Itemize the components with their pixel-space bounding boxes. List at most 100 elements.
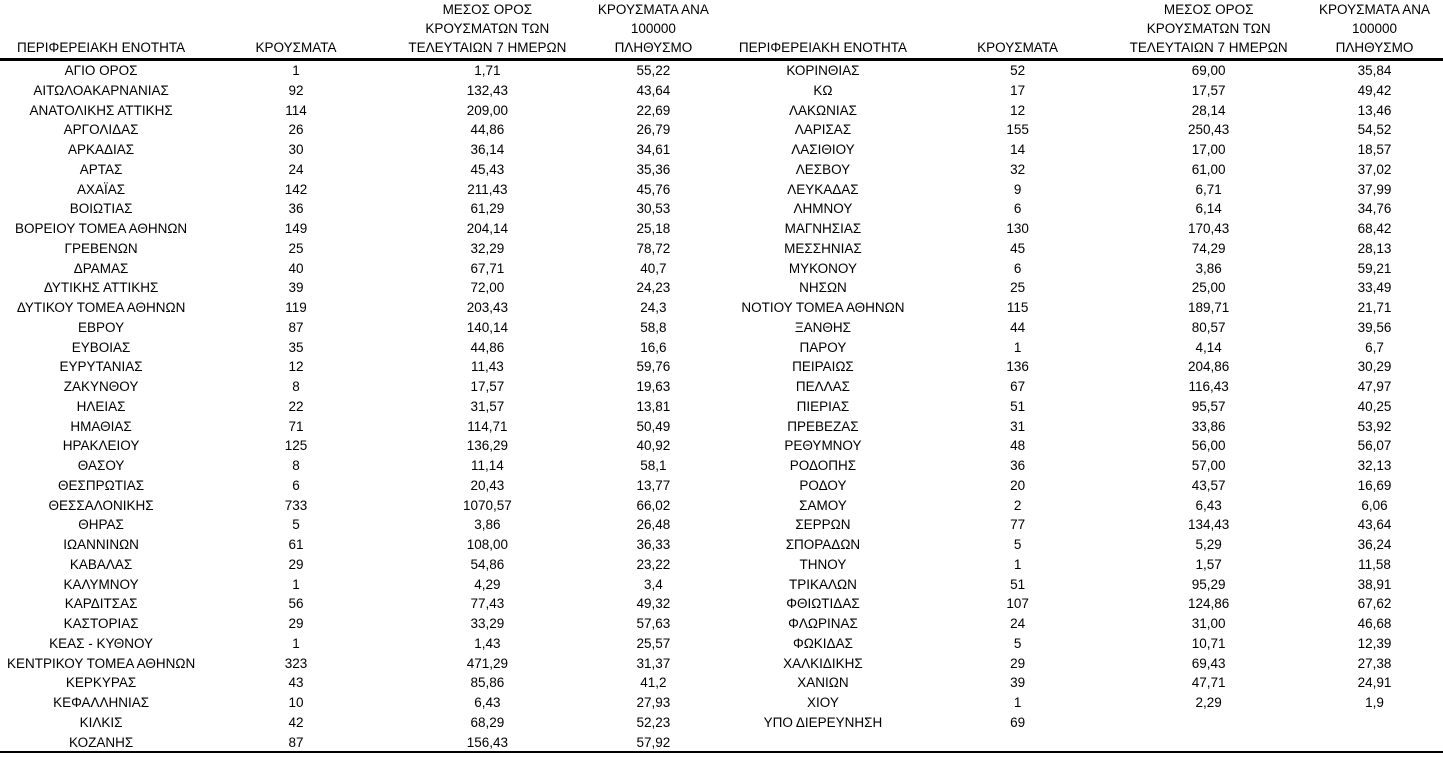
region-cell: ΤΡΙΚΑΛΩΝ <box>789 576 857 592</box>
region-cell: ΘΑΣΟΥ <box>77 458 125 473</box>
table-row: ΑΡΚΑΔΙΑΣ 30 36,14 34,61 <box>0 140 722 160</box>
avg7-cell: 32,29 <box>470 240 505 256</box>
avg7-cell: 45,43 <box>470 161 505 177</box>
table-row: ΙΩΑΝΝΙΝΩΝ 61 108,00 36,33 <box>0 535 722 555</box>
cases-cell: 29 <box>288 616 304 631</box>
region-cell: ΘΗΡΑΣ <box>78 517 124 533</box>
region-cell: ΕΒΡΟΥ <box>78 319 125 335</box>
region-cell: ΚΕΡΚΥΡΑΣ <box>65 675 137 691</box>
avg7-cell: 108,00 <box>466 537 508 552</box>
per100k-cell: 43,64 <box>1357 517 1392 533</box>
per100k-cell: 30,29 <box>1357 359 1392 375</box>
per100k-cell: 57,63 <box>636 616 671 631</box>
region-cell: ΑΙΤΩΛΟΑΚΑΡΝΑΝΙΑΣ <box>33 82 169 98</box>
avg7-cell: 4,29 <box>474 576 501 592</box>
table-row: ΠΕΛΛΑΣ 67 116,43 47,97 <box>722 377 1443 397</box>
cases-cell: 26 <box>288 122 304 138</box>
per100k-cell: 12,39 <box>1357 635 1392 651</box>
avg7-cell: 11,43 <box>470 359 504 375</box>
per100k-cell: 26,79 <box>636 122 671 138</box>
avg7-cell: 134,43 <box>1188 517 1230 533</box>
region-cell: ΔΥΤΙΚΗΣ ΑΤΤΙΚΗΣ <box>43 280 159 296</box>
region-cell: ΦΩΚΙΔΑΣ <box>792 635 853 651</box>
region-cell: ΠΕΛΛΑΣ <box>795 379 850 394</box>
region-cell: ΠΙΕΡΙΑΣ <box>796 398 850 414</box>
avg7-cell: 471,29 <box>466 655 508 671</box>
cases-cell: 17 <box>1010 82 1026 98</box>
cases-cell: 31 <box>1010 418 1026 434</box>
region-cell: ΕΥΒΟΙΑΣ <box>71 339 131 355</box>
region-cell: ΑΡΤΑΣ <box>79 161 123 177</box>
region-cell: ΑΝΑΤΟΛΙΚΗΣ ΑΤΤΙΚΗΣ <box>29 102 173 118</box>
region-cell: ΝΟΤΙΟΥ ΤΟΜΕΑ ΑΘΗΝΩΝ <box>741 300 905 315</box>
region-cell: ΜΑΓΝΗΣΙΑΣ <box>784 221 862 236</box>
per100k-cell: 22,69 <box>636 102 671 118</box>
per100k-cell: 36,33 <box>636 537 671 552</box>
avg7-cell: 69,00 <box>1191 63 1226 78</box>
region-cell: ΚΟΖΑΝΗΣ <box>68 734 134 750</box>
table-row: ΦΘΙΩΤΙΔΑΣ 107 124,86 67,62 <box>722 594 1443 614</box>
avg7-cell: 31,00 <box>1191 616 1226 631</box>
table-row: ΛΑΚΩΝΙΑΣ 12 28,14 13,46 <box>722 101 1443 121</box>
per100k-cell: 49,32 <box>636 596 671 612</box>
cases-cell: 5 <box>292 517 300 533</box>
cases-cell: 6 <box>1013 260 1022 276</box>
cases-cell: 87 <box>288 734 304 750</box>
table-row: ΚΟΡΙΝΘΙΑΣ 52 69,00 35,84 <box>722 60 1443 81</box>
col-header-cases: ΚΡΟΥΣΜΑΤΑ <box>202 0 390 61</box>
table-row: ΚΑΣΤΟΡΙΑΣ 29 33,29 57,63 <box>0 614 722 634</box>
avg7-cell: 56,00 <box>1191 438 1226 454</box>
region-cell: ΛΕΥΚΑΔΑΣ <box>787 181 859 197</box>
cases-cell: 125 <box>284 438 308 454</box>
col-header-regional-unit: ΠΕΡΙΦΕΡΕΙΑΚΗ ΕΝΟΤΗΤΑ <box>0 0 203 61</box>
avg7-cell: 140,14 <box>466 319 508 335</box>
table-row: ΔΡΑΜΑΣ 40 67,71 40,7 <box>0 259 722 279</box>
table-row: ΕΥΡΥΤΑΝΙΑΣ 12 11,43 59,76 <box>0 357 722 377</box>
cases-cell: 2 <box>1013 497 1022 513</box>
avg7-cell: 203,43 <box>466 300 508 315</box>
avg7-cell: 33,29 <box>470 616 505 631</box>
cases-cell: 1 <box>292 576 300 592</box>
avg7-cell: 43,57 <box>1191 477 1226 493</box>
per100k-cell: 19,63 <box>636 379 671 394</box>
cases-cell: 43 <box>288 675 304 691</box>
region-cell: ΓΡΕΒΕΝΩΝ <box>64 240 138 256</box>
per100k-cell: 57,92 <box>636 734 671 750</box>
cases-cell: 6 <box>1013 201 1022 217</box>
per100k-cell: 31,37 <box>636 655 671 671</box>
table-row: ΠΕΙΡΑΙΩΣ 136 204,86 30,29 <box>722 357 1443 377</box>
avg7-cell: 204,86 <box>1188 359 1230 375</box>
cases-cell: 71 <box>288 418 304 434</box>
avg7-cell: 95,29 <box>1191 576 1226 592</box>
col-header-avg-7day: ΜΕΣΟΣ ΟΡΟΣ ΚΡΟΥΣΜΑΤΩΝ ΤΩΝ ΤΕΛΕΥΤΑΙΩΝ 7 Η… <box>389 0 585 61</box>
per100k-cell: 23,22 <box>636 556 671 572</box>
region-cell: ΡΕΘΥΜΝΟΥ <box>784 438 862 454</box>
region-cell: ΦΘΙΩΤΙΔΑΣ <box>786 596 860 612</box>
region-cell: ΞΑΝΘΗΣ <box>794 319 851 335</box>
per100k-cell: 27,38 <box>1357 655 1392 671</box>
cases-cell: 119 <box>285 300 307 315</box>
region-cell: ΑΓΙΟ ΟΡΟΣ <box>64 63 138 78</box>
table-row: ΦΩΚΙΔΑΣ 5 10,71 12,39 <box>722 634 1443 654</box>
region-cell: ΡΟΔΟΠΗΣ <box>789 458 857 473</box>
per100k-cell: 47,97 <box>1357 379 1392 394</box>
per100k-cell: 6,06 <box>1361 497 1388 513</box>
table-row: ΚΩ 17 17,57 49,42 <box>722 81 1443 101</box>
per100k-cell: 67,62 <box>1357 596 1392 612</box>
avg7-cell: 5,29 <box>1195 537 1222 552</box>
avg7-cell: 3,86 <box>474 517 501 533</box>
cases-cell: 69 <box>1010 714 1026 730</box>
table-row: ΒΟΡΕΙΟΥ ΤΟΜΕΑ ΑΘΗΝΩΝ 149 204,14 25,18 <box>0 219 722 239</box>
table-row: ΚΕΑΣ - ΚΥΘΝΟΥ 1 1,43 25,57 <box>0 634 722 654</box>
region-cell: ΗΛΕΙΑΣ <box>76 398 126 414</box>
cases-cell: 10 <box>288 695 304 710</box>
per100k-cell: 58,8 <box>640 319 667 335</box>
table-row: ΚΕΡΚΥΡΑΣ 43 85,86 41,2 <box>0 673 722 693</box>
cases-cell: 39 <box>1010 675 1026 691</box>
per100k-cell: 55,22 <box>636 63 671 78</box>
col-header-avg-7day: ΜΕΣΟΣ ΟΡΟΣ ΚΡΟΥΣΜΑΤΩΝ ΤΩΝ ΤΕΛΕΥΤΑΙΩΝ 7 Η… <box>1111 0 1306 61</box>
avg7-cell: 11,14 <box>470 458 504 473</box>
table-row: ΚΑΛΥΜΝΟΥ 1 4,29 3,4 <box>0 575 722 595</box>
per100k-cell: 11,58 <box>1358 556 1391 572</box>
